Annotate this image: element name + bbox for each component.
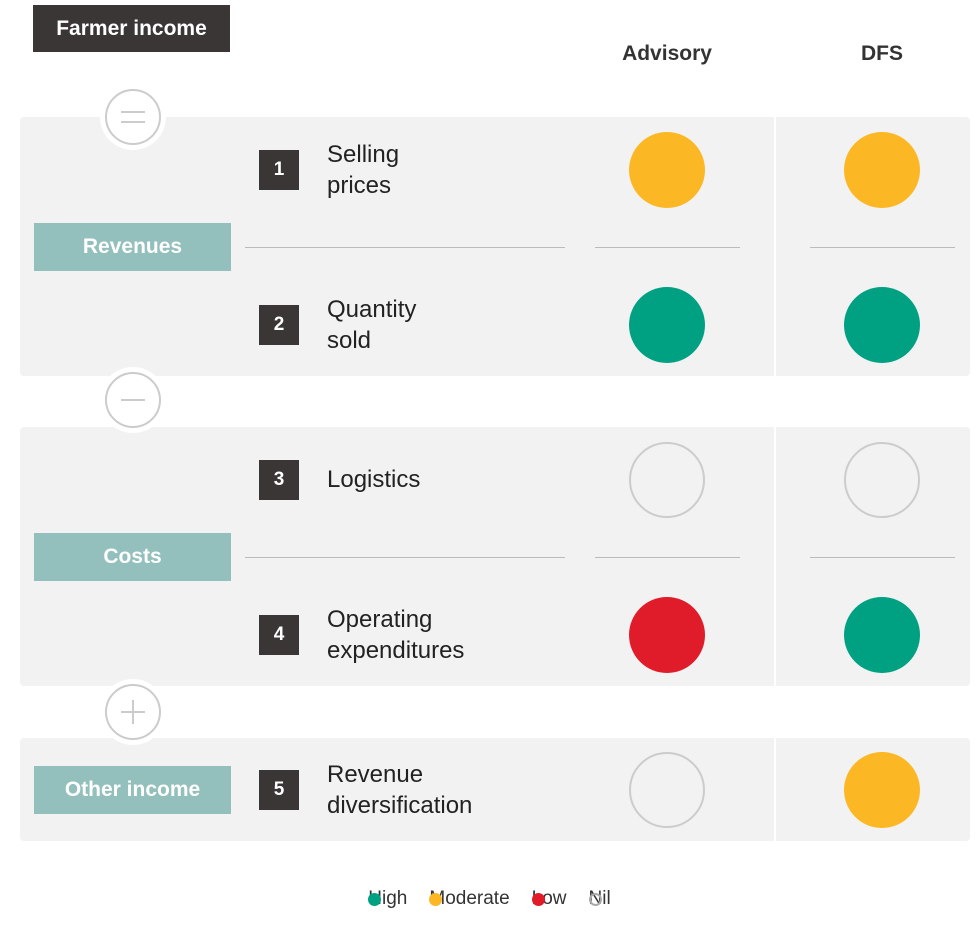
row-label: Operating expenditures (327, 606, 465, 664)
row-divider (245, 246, 565, 248)
row-number: 2 (259, 305, 299, 345)
operator-icon (100, 84, 166, 150)
legend-item: Moderate (429, 888, 510, 910)
row-divider (245, 556, 565, 558)
legend-item: Nil (588, 888, 611, 910)
row-divider (810, 246, 955, 248)
legend-swatch (588, 892, 602, 906)
legend-swatch (368, 892, 382, 906)
rating-dot (629, 752, 705, 828)
rating-dot (844, 597, 920, 673)
operator-symbol (105, 89, 161, 145)
group-label: Other income (34, 765, 231, 814)
row-number: 1 (259, 150, 299, 190)
row-number: 5 (259, 770, 299, 810)
column-divider (774, 427, 776, 686)
row-divider (810, 556, 955, 558)
operator-symbol (105, 372, 161, 428)
column-divider (774, 738, 776, 841)
rating-dot (844, 132, 920, 208)
rating-dot (844, 287, 920, 363)
rating-dot (844, 442, 920, 518)
legend-item: Low (531, 888, 567, 910)
rating-dot (629, 597, 705, 673)
row-number: 4 (259, 615, 299, 655)
row-label: Quantity sold (327, 296, 417, 354)
column-header: Advisory (622, 42, 712, 65)
column-header: DFS (861, 42, 903, 65)
row-label: Selling prices (327, 141, 400, 199)
rating-dot (844, 752, 920, 828)
legend: High Moderate Low Nil (0, 888, 979, 910)
operator-icon (100, 679, 166, 745)
group-label: Revenues (34, 222, 231, 271)
row-number: 3 (259, 460, 299, 500)
rating-dot (629, 287, 705, 363)
column-divider (774, 117, 776, 376)
legend-item: High (368, 888, 407, 910)
legend-swatch (531, 892, 545, 906)
row-divider (595, 246, 740, 248)
operator-icon (100, 367, 166, 433)
row-label: Logistics (327, 466, 421, 493)
row-divider (595, 556, 740, 558)
group-label: Costs (34, 532, 231, 581)
rating-dot (629, 442, 705, 518)
operator-symbol (105, 684, 161, 740)
row-label: Revenue diversification (327, 761, 473, 819)
title: Farmer income (33, 5, 230, 52)
rating-dot (629, 132, 705, 208)
legend-swatch (429, 892, 443, 906)
legend-label: Moderate (429, 888, 510, 909)
